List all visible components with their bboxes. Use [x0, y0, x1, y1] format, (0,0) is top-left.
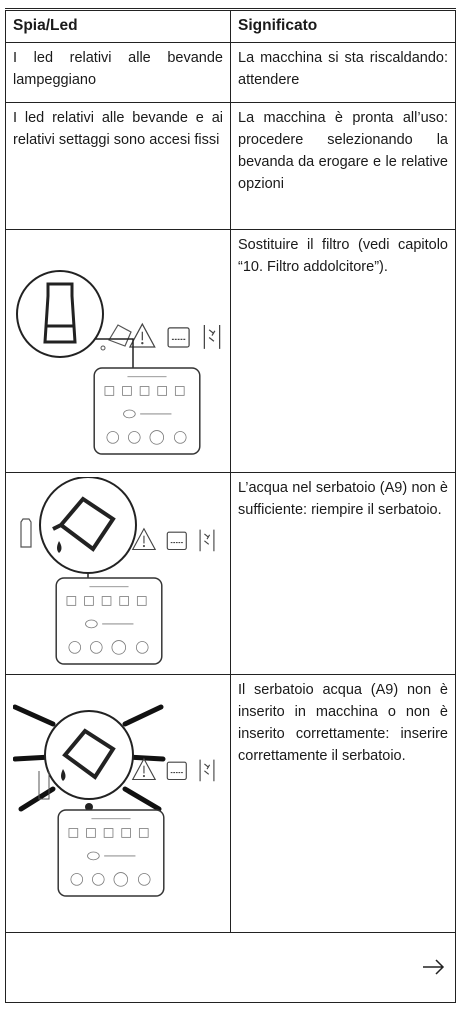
led-cell: I led relativi alle bevande e ai relativ…: [5, 102, 231, 230]
header-cell: Significato: [230, 9, 456, 43]
meaning-cell: Il serbatoio acqua (A9) non è inserito i…: [230, 674, 456, 933]
document: Spia/Led Significato I led relativi alle…: [5, 8, 456, 1003]
illustration-tank-missing: [13, 704, 215, 897]
footer-cell: [5, 932, 456, 1003]
led-illustration: [5, 229, 231, 473]
led-illustration: [5, 674, 231, 933]
led-illustration: [5, 472, 231, 675]
meaning-cell: Sostituire il filtro (vedi capitolo “10.…: [230, 229, 456, 473]
led-table: Spia/Led Significato I led relativi alle…: [5, 8, 456, 1003]
meaning-cell: La macchina si sta riscaldando: attender…: [230, 42, 456, 103]
meaning-cell: La macchina è pronta all’uso: procedere …: [230, 102, 456, 230]
illustration-water-low: [20, 477, 215, 665]
meaning-cell: L’acqua nel serbatoio (A9) non è suffici…: [230, 472, 456, 675]
illustration-filter: [16, 270, 221, 455]
led-cell: I led relativi alle bevande lampeggiano: [5, 42, 231, 103]
header-cell: Spia/Led: [5, 9, 231, 43]
next-arrow: [423, 959, 445, 975]
